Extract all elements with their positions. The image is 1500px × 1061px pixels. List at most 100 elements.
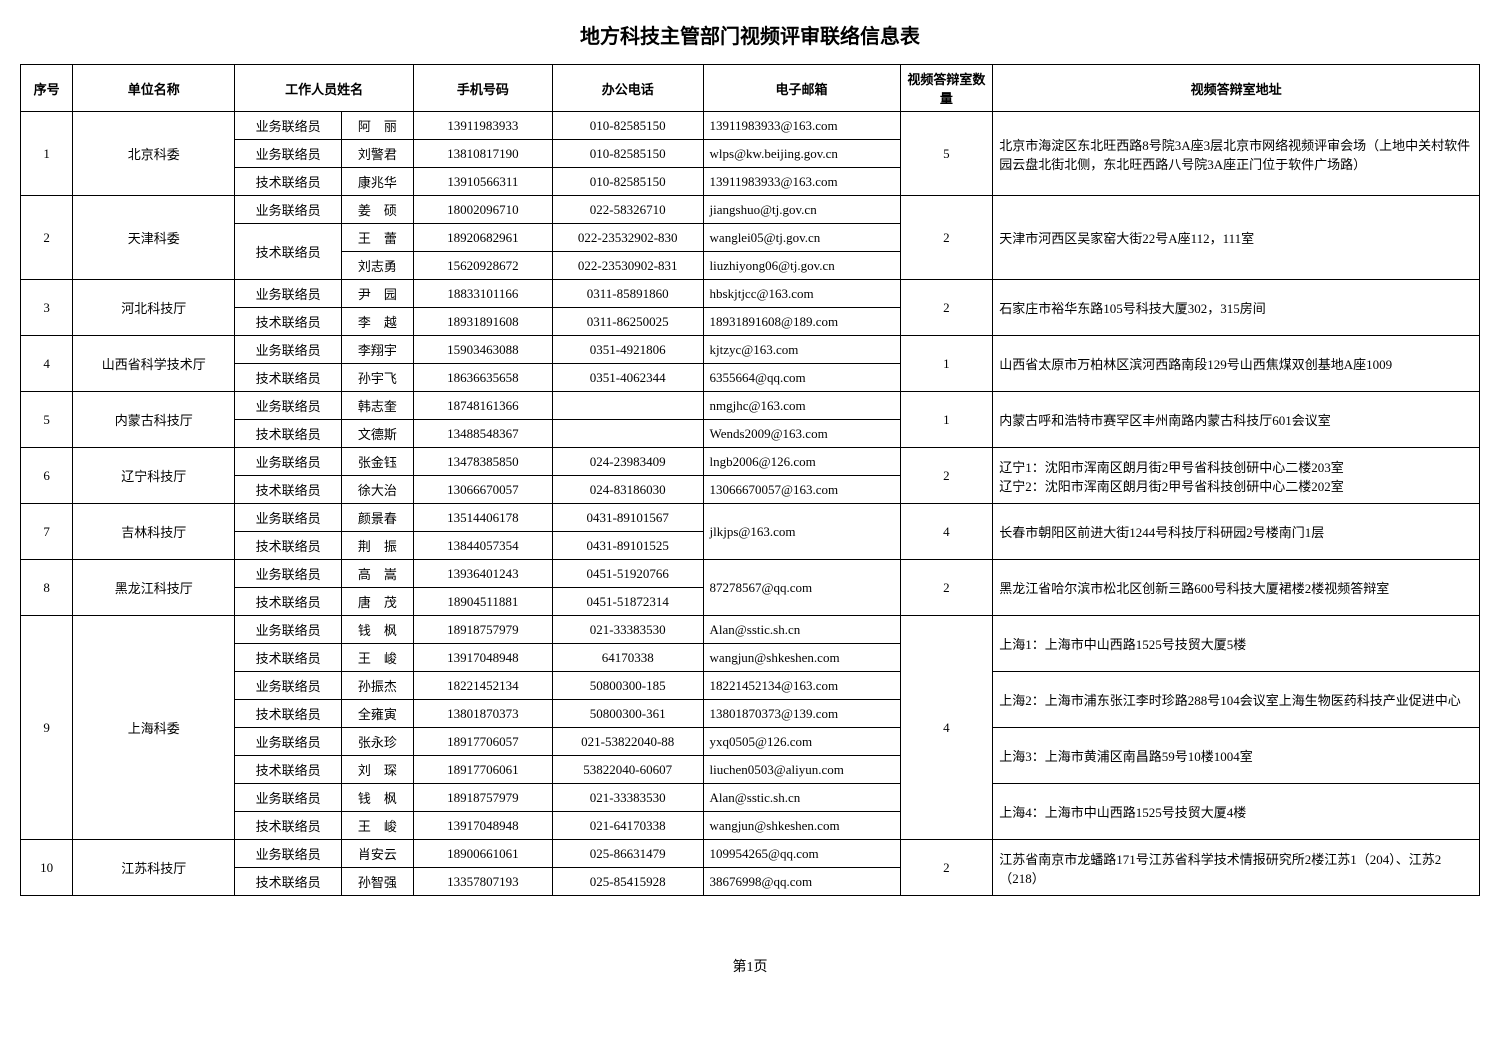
cell-count: 2 [900,840,993,896]
th-mobile: 手机号码 [413,65,552,112]
cell-tel: 0351-4062344 [552,364,703,392]
cell-tel: 010-82585150 [552,112,703,140]
cell-role: 技术联络员 [235,756,342,784]
cell-address: 内蒙古呼和浩特市赛罕区丰州南路内蒙古科技厅601会议室 [993,392,1480,448]
cell-name: 姜 硕 [341,196,413,224]
cell-tel: 025-85415928 [552,868,703,896]
cell-email: lngb2006@126.com [703,448,900,476]
cell-count: 1 [900,336,993,392]
cell-mobile: 18904511881 [413,588,552,616]
cell-mobile: 18748161366 [413,392,552,420]
cell-tel: 0451-51872314 [552,588,703,616]
cell-mobile: 18917706057 [413,728,552,756]
cell-role: 技术联络员 [235,308,342,336]
cell-role: 业务联络员 [235,784,342,812]
cell-address: 上海4：上海市中山西路1525号技贸大厦4楼 [993,784,1480,840]
cell-email: jlkjps@163.com [703,504,900,560]
th-count: 视频答辩室数量 [900,65,993,112]
cell-mobile: 13801870373 [413,700,552,728]
cell-name: 王 峻 [341,812,413,840]
cell-count: 2 [900,196,993,280]
th-unit: 单位名称 [73,65,235,112]
cell-name: 钱 枫 [341,784,413,812]
cell-name: 张永珍 [341,728,413,756]
cell-name: 钱 枫 [341,616,413,644]
cell-mobile: 15903463088 [413,336,552,364]
cell-tel: 021-64170338 [552,812,703,840]
table-row: 业务联络员张永珍18917706057021-53822040-88yxq050… [21,728,1480,756]
cell-role: 技术联络员 [235,812,342,840]
cell-tel: 0311-86250025 [552,308,703,336]
cell-address: 江苏省南京市龙蟠路171号江苏省科学技术情报研究所2楼江苏1（204）、江苏2（… [993,840,1480,896]
cell-unit: 上海科委 [73,616,235,840]
cell-unit: 山西省科学技术厅 [73,336,235,392]
th-tel: 办公电话 [552,65,703,112]
cell-role: 业务联络员 [235,616,342,644]
cell-address: 山西省太原市万柏林区滨河西路南段129号山西焦煤双创基地A座1009 [993,336,1480,392]
cell-name: 孙振杰 [341,672,413,700]
cell-address: 辽宁1：沈阳市浑南区朗月街2甲号省科技创研中心二楼203室 辽宁2：沈阳市浑南区… [993,448,1480,504]
cell-name: 韩志奎 [341,392,413,420]
cell-name: 孙宇飞 [341,364,413,392]
cell-tel: 010-82585150 [552,168,703,196]
cell-mobile: 13911983933 [413,112,552,140]
cell-role: 业务联络员 [235,140,342,168]
cell-role: 技术联络员 [235,700,342,728]
cell-mobile: 13910566311 [413,168,552,196]
cell-name: 荆 振 [341,532,413,560]
cell-name: 康兆华 [341,168,413,196]
cell-name: 文德斯 [341,420,413,448]
cell-address: 上海2：上海市浦东张江李时珍路288号104会议室上海生物医药科技产业促进中心 [993,672,1480,728]
cell-role: 业务联络员 [235,448,342,476]
cell-name: 孙智强 [341,868,413,896]
cell-seq: 10 [21,840,73,896]
cell-unit: 天津科委 [73,196,235,280]
cell-address: 上海1：上海市中山西路1525号技贸大厦5楼 [993,616,1480,672]
cell-tel: 50800300-361 [552,700,703,728]
cell-email: 13801870373@139.com [703,700,900,728]
th-email: 电子邮箱 [703,65,900,112]
table-row: 7吉林科技厅业务联络员颜景春135144061780431-89101567jl… [21,504,1480,532]
cell-name: 李翔宇 [341,336,413,364]
cell-email: jiangshuo@tj.gov.cn [703,196,900,224]
cell-seq: 8 [21,560,73,616]
cell-mobile: 13357807193 [413,868,552,896]
cell-seq: 5 [21,392,73,448]
cell-email: kjtzyc@163.com [703,336,900,364]
cell-tel: 50800300-185 [552,672,703,700]
cell-mobile: 13488548367 [413,420,552,448]
cell-email: 87278567@qq.com [703,560,900,616]
cell-role: 业务联络员 [235,392,342,420]
cell-name: 王 蕾 [341,224,413,252]
table-row: 1北京科委业务联络员阿 丽13911983933010-825851501391… [21,112,1480,140]
cell-role: 业务联络员 [235,840,342,868]
cell-tel: 0431-89101567 [552,504,703,532]
cell-name: 徐大治 [341,476,413,504]
cell-mobile: 18221452134 [413,672,552,700]
table-row: 5内蒙古科技厅业务联络员韩志奎18748161366nmgjhc@163.com… [21,392,1480,420]
cell-role: 业务联络员 [235,280,342,308]
cell-seq: 6 [21,448,73,504]
table-row: 4山西省科学技术厅业务联络员李翔宇159034630880351-4921806… [21,336,1480,364]
cell-tel: 022-23532902-830 [552,224,703,252]
cell-mobile: 13514406178 [413,504,552,532]
cell-role: 业务联络员 [235,112,342,140]
cell-mobile: 13936401243 [413,560,552,588]
cell-name: 刘警君 [341,140,413,168]
cell-role: 技术联络员 [235,588,342,616]
cell-unit: 辽宁科技厅 [73,448,235,504]
cell-mobile: 13478385850 [413,448,552,476]
table-row: 业务联络员钱 枫18918757979021-33383530Alan@ssti… [21,784,1480,812]
table-row: 9上海科委业务联络员钱 枫18918757979021-33383530Alan… [21,616,1480,644]
cell-unit: 北京科委 [73,112,235,196]
cell-role: 业务联络员 [235,672,342,700]
cell-mobile: 18636635658 [413,364,552,392]
cell-role: 技术联络员 [235,476,342,504]
cell-role: 业务联络员 [235,504,342,532]
cell-mobile: 15620928672 [413,252,552,280]
cell-mobile: 18833101166 [413,280,552,308]
cell-count: 4 [900,616,993,840]
cell-tel: 022-23530902-831 [552,252,703,280]
cell-role: 技术联络员 [235,868,342,896]
cell-address: 长春市朝阳区前进大街1244号科技厅科研园2号楼南门1层 [993,504,1480,560]
